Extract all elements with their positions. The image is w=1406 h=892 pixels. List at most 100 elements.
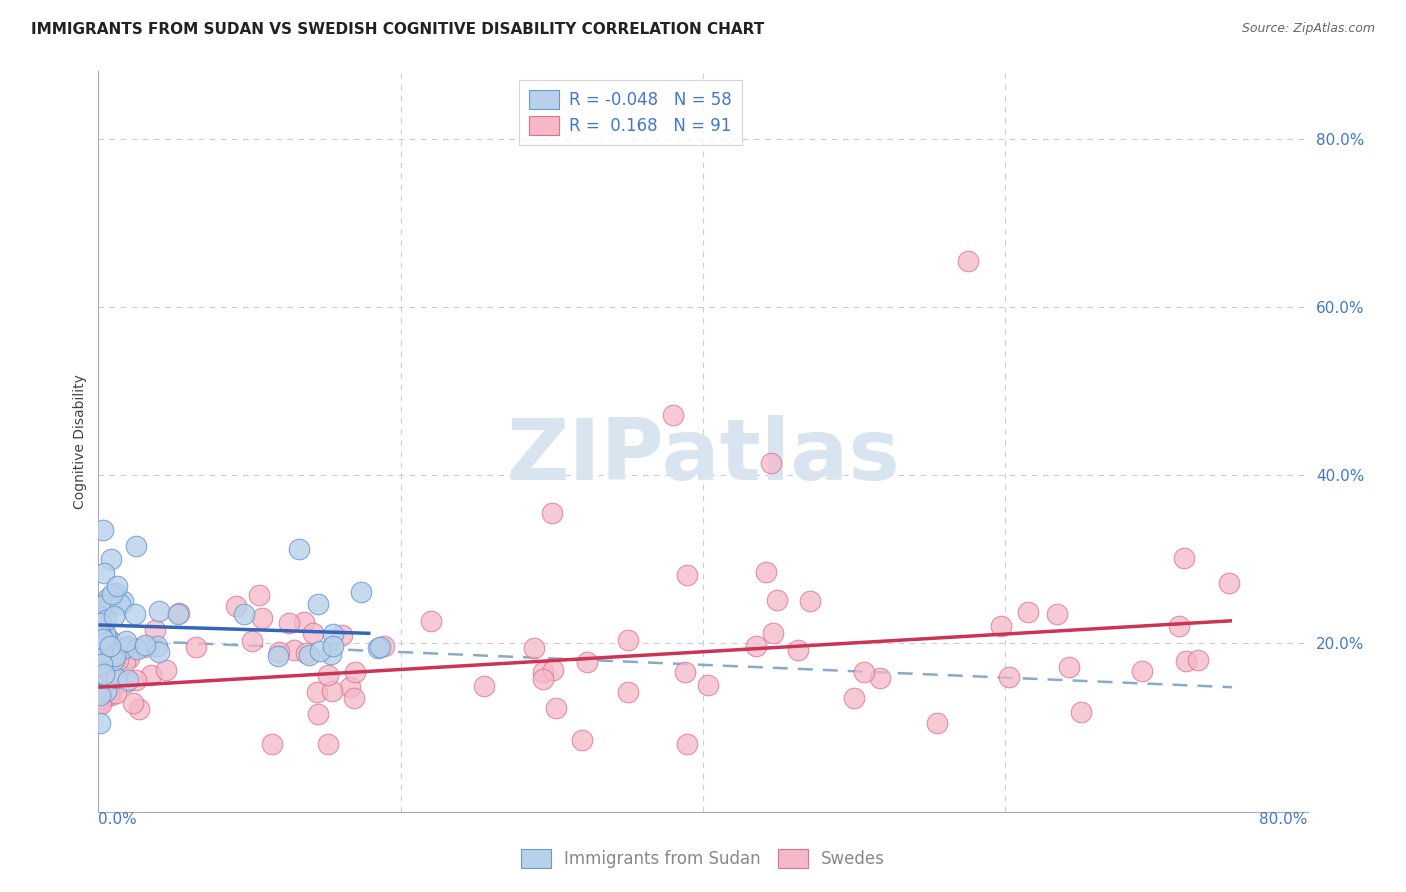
Point	[94, 629, 117, 643]
Point	[93, 635, 115, 649]
Y-axis label: Cognitive Disability: Cognitive Disability	[73, 374, 87, 509]
Point	[93, 635, 115, 649]
Point	[94, 625, 117, 640]
Point	[367, 640, 389, 655]
Point	[661, 408, 683, 422]
Point	[90, 697, 112, 711]
Point	[1175, 654, 1198, 668]
Point	[89, 615, 111, 629]
Point	[148, 645, 170, 659]
Point	[322, 626, 344, 640]
Point	[541, 663, 564, 677]
Point	[343, 691, 366, 706]
Point	[292, 615, 315, 630]
Point	[283, 643, 305, 657]
Point	[531, 665, 554, 679]
Point	[104, 586, 127, 600]
Point	[755, 566, 778, 580]
Point	[169, 606, 191, 620]
Point	[132, 640, 155, 654]
Point	[134, 638, 156, 652]
Point	[89, 624, 111, 639]
Point	[117, 639, 139, 653]
Point	[100, 632, 122, 647]
Point	[91, 622, 114, 636]
Point	[125, 539, 148, 553]
Point	[262, 738, 284, 752]
Point	[1017, 605, 1039, 619]
Point	[115, 675, 138, 690]
Point	[148, 604, 170, 618]
Point	[523, 640, 546, 655]
Point	[617, 685, 640, 699]
Point	[766, 593, 789, 607]
Point	[94, 613, 117, 627]
Point	[546, 701, 568, 715]
Point	[93, 599, 115, 613]
Point	[94, 595, 117, 609]
Point	[118, 650, 141, 665]
Point	[298, 648, 321, 662]
Point	[103, 652, 125, 666]
Point	[316, 668, 339, 682]
Point	[105, 686, 128, 700]
Point	[98, 640, 121, 654]
Point	[94, 684, 117, 698]
Point	[321, 683, 343, 698]
Point	[93, 666, 115, 681]
Point	[1070, 705, 1092, 719]
Point	[91, 632, 114, 646]
Point	[269, 645, 291, 659]
Point	[90, 629, 112, 643]
Text: IMMIGRANTS FROM SUDAN VS SWEDISH COGNITIVE DISABILITY CORRELATION CHART: IMMIGRANTS FROM SUDAN VS SWEDISH COGNITI…	[31, 22, 765, 37]
Point	[332, 628, 354, 642]
Point	[373, 640, 395, 654]
Point	[267, 649, 290, 664]
Point	[100, 552, 122, 566]
Point	[997, 670, 1019, 684]
Point	[89, 656, 111, 670]
Point	[277, 615, 299, 630]
Point	[990, 619, 1012, 633]
Point	[97, 591, 120, 605]
Point	[114, 655, 136, 669]
Point	[1046, 607, 1069, 621]
Point	[100, 688, 122, 702]
Point	[295, 647, 318, 661]
Point	[122, 696, 145, 710]
Point	[322, 639, 344, 653]
Point	[308, 644, 330, 658]
Point	[617, 632, 640, 647]
Point	[89, 615, 111, 630]
Point	[128, 702, 150, 716]
Point	[98, 599, 121, 613]
Point	[146, 640, 169, 654]
Point	[787, 643, 810, 657]
Point	[91, 657, 114, 671]
Point	[141, 668, 163, 682]
Point	[697, 677, 720, 691]
Point	[103, 609, 125, 624]
Point	[89, 716, 111, 731]
Point	[117, 673, 139, 688]
Point	[247, 588, 270, 602]
Point	[307, 597, 329, 611]
Point	[98, 666, 121, 681]
Point	[250, 610, 273, 624]
Point	[91, 523, 114, 537]
Point	[762, 626, 785, 640]
Point	[114, 641, 136, 656]
Point	[186, 640, 208, 654]
Point	[1218, 576, 1240, 591]
Point	[90, 645, 112, 659]
Point	[744, 639, 766, 653]
Point	[89, 692, 111, 706]
Point	[759, 456, 782, 470]
Point	[472, 679, 495, 693]
Point	[1168, 619, 1191, 633]
Point	[104, 649, 127, 664]
Point	[96, 662, 118, 676]
Point	[675, 568, 697, 582]
Point	[166, 607, 188, 621]
Point	[676, 738, 699, 752]
